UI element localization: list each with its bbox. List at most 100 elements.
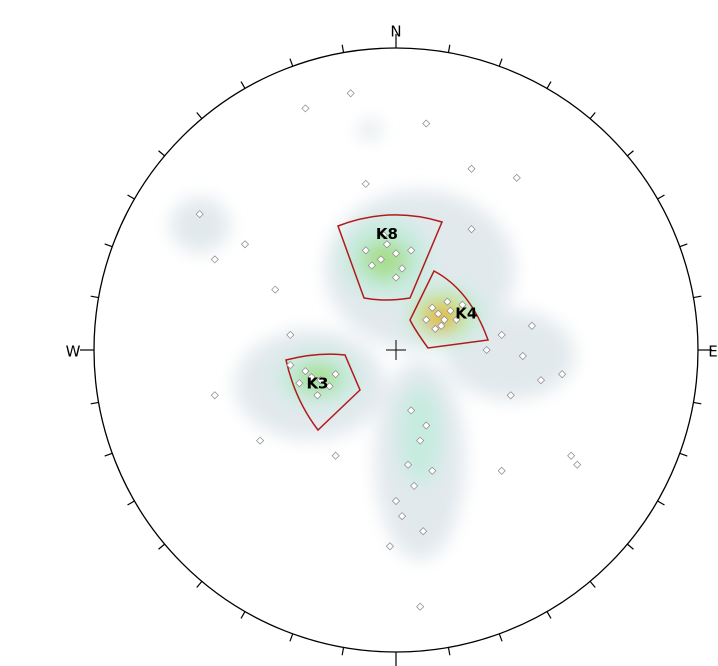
tick <box>693 295 702 299</box>
ticks <box>80 34 712 666</box>
tick <box>104 452 113 457</box>
pole <box>286 361 295 370</box>
tick <box>341 647 345 656</box>
pole <box>536 376 545 385</box>
poles <box>195 89 582 611</box>
pole <box>361 179 370 188</box>
tick <box>657 500 665 506</box>
pole <box>316 376 325 385</box>
pole <box>256 436 265 445</box>
pole <box>210 255 219 264</box>
pole <box>518 352 527 361</box>
pole <box>497 330 506 339</box>
pole <box>391 249 401 258</box>
pole <box>313 391 322 400</box>
pole <box>398 264 407 273</box>
set-label: K3 <box>306 375 328 393</box>
tick <box>546 611 552 619</box>
pole <box>440 315 449 324</box>
tick <box>158 150 166 157</box>
pole <box>391 496 401 506</box>
pole <box>527 321 536 330</box>
pole <box>301 367 310 376</box>
tick <box>626 150 634 157</box>
pole <box>398 512 407 521</box>
window-k4 <box>409 269 490 349</box>
tick <box>341 44 345 53</box>
pole <box>325 382 334 391</box>
pole <box>428 303 437 312</box>
pole <box>506 391 515 400</box>
pole <box>431 324 440 333</box>
tick <box>447 647 451 656</box>
center-cross <box>386 340 406 360</box>
tick <box>289 58 294 67</box>
pole <box>376 255 385 264</box>
pole <box>361 246 370 255</box>
pole <box>271 285 280 294</box>
west-label: W <box>66 343 81 361</box>
pole <box>573 460 582 469</box>
pole <box>558 370 567 379</box>
pole <box>428 466 437 475</box>
pole <box>307 373 316 382</box>
pole <box>286 330 295 339</box>
pole <box>367 261 376 270</box>
pole <box>467 225 476 234</box>
pole <box>482 345 491 355</box>
pole <box>331 451 340 460</box>
pole <box>210 391 219 400</box>
pole <box>497 466 506 475</box>
tick <box>127 500 135 506</box>
set-windows <box>285 214 490 432</box>
tick <box>589 112 596 120</box>
tick <box>240 611 246 619</box>
tick <box>546 81 552 89</box>
pole <box>407 246 416 255</box>
pole <box>416 436 425 445</box>
pole <box>416 602 425 611</box>
set-label: K8 <box>376 225 398 243</box>
tick <box>104 243 113 248</box>
tick <box>90 401 99 405</box>
tick <box>498 58 503 67</box>
pole <box>422 421 431 430</box>
pole <box>567 451 576 460</box>
tick <box>240 81 246 89</box>
tick <box>589 580 596 588</box>
pole <box>346 89 355 98</box>
pole <box>410 481 419 490</box>
pole <box>443 297 452 306</box>
window-k3 <box>285 353 361 432</box>
pole <box>446 306 455 315</box>
tick <box>679 452 688 457</box>
tick <box>289 633 294 642</box>
tick <box>693 401 702 405</box>
pole <box>391 273 401 282</box>
pole <box>301 104 310 113</box>
pole <box>422 315 431 324</box>
tick <box>447 44 451 53</box>
density-contours <box>170 120 575 560</box>
tick <box>196 580 203 588</box>
pole <box>452 315 461 324</box>
pole <box>379 231 388 240</box>
pole <box>422 119 431 128</box>
pole <box>467 164 476 173</box>
pole <box>434 309 443 318</box>
pole <box>240 240 250 249</box>
tick <box>626 543 634 550</box>
tick <box>679 243 688 248</box>
tick <box>657 194 665 200</box>
pole <box>458 300 467 309</box>
pole <box>404 460 413 469</box>
pole <box>382 240 391 249</box>
pole <box>331 370 340 379</box>
window-k8 <box>337 214 444 301</box>
pole <box>195 210 204 219</box>
pole <box>419 527 428 536</box>
pole <box>512 173 521 182</box>
tick <box>498 633 503 642</box>
